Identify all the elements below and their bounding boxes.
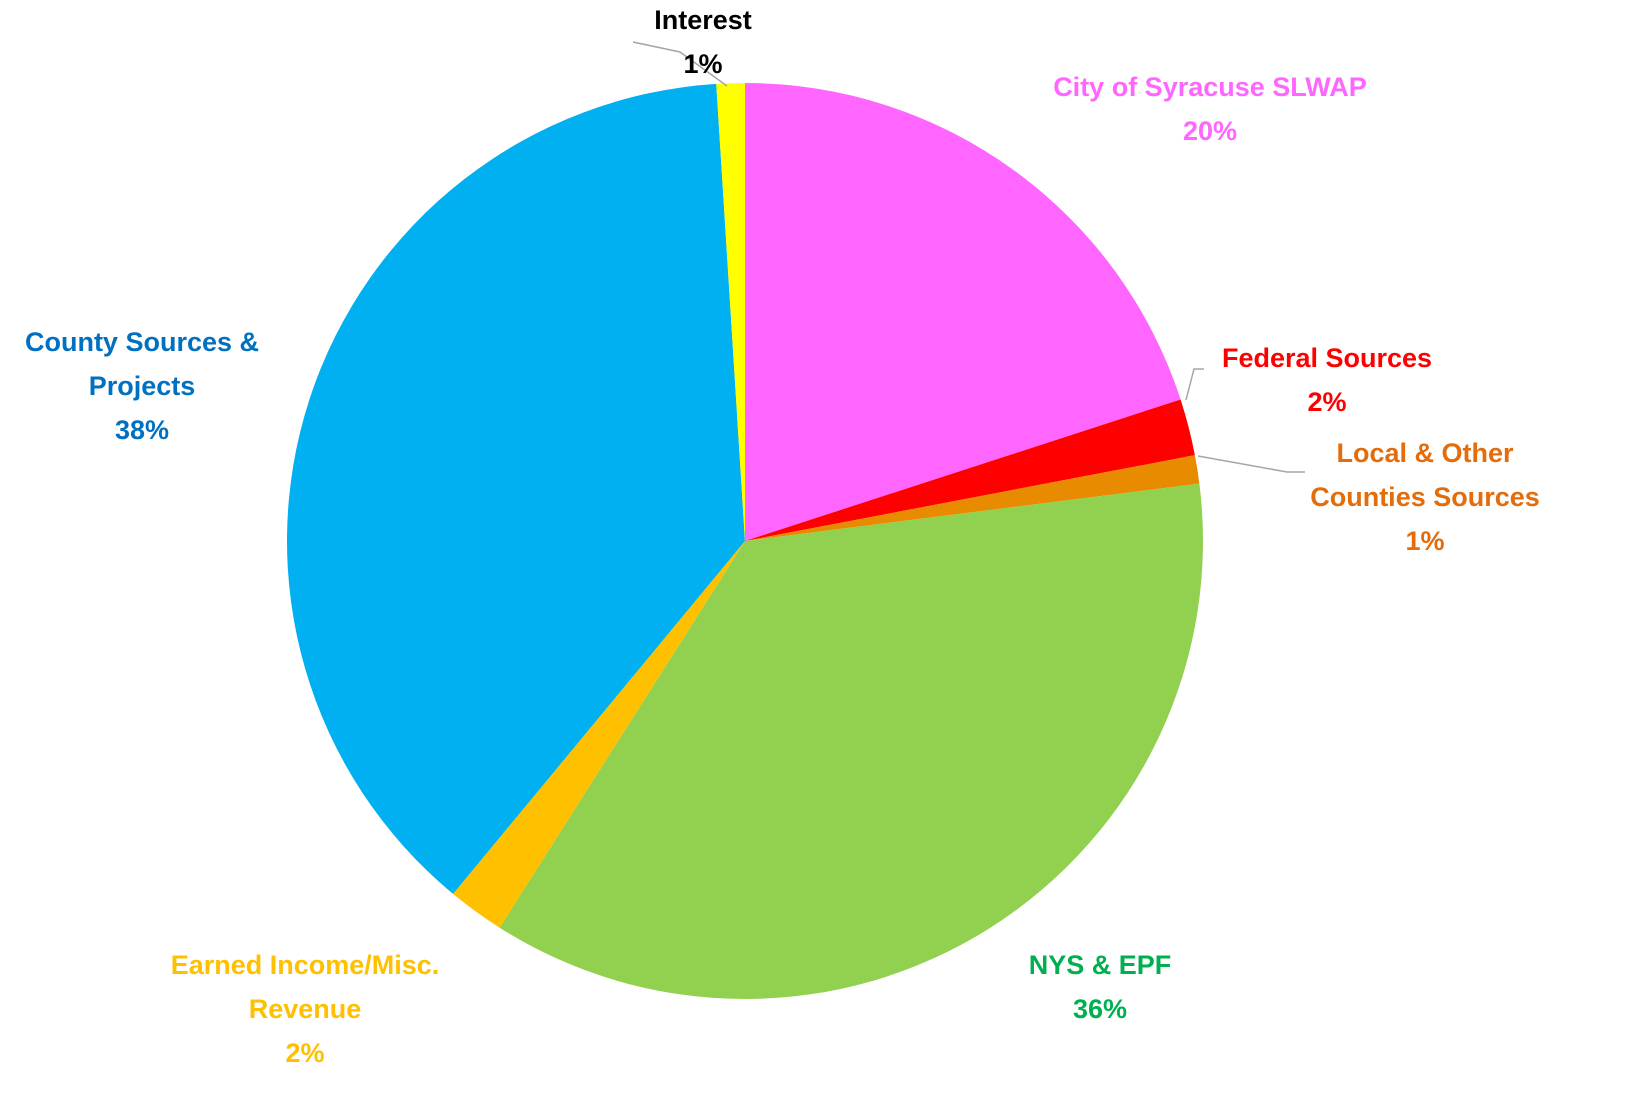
category-name: Local & Other Counties Sources [1310, 438, 1540, 512]
leader-line [632, 41, 728, 87]
category-name: NYS & EPF [1028, 950, 1172, 980]
slice-label: Interest 1% [603, 0, 803, 86]
pie-slice [499, 483, 1204, 999]
slice-label: Local & Other Counties Sources 1% [1285, 431, 1565, 563]
value-label: 2% [1307, 387, 1347, 417]
pie-slice [745, 83, 1181, 541]
pie-slice [716, 83, 745, 541]
category-name: Federal Sources [1221, 343, 1433, 373]
category-name: County Sources & Projects [24, 327, 260, 401]
pie-slice [453, 541, 745, 928]
pie-slice [745, 399, 1195, 541]
category-name: Interest [654, 5, 752, 35]
category-name: City of Syracuse SLWAP [1053, 72, 1367, 102]
slice-label: Federal Sources 2% [1177, 336, 1477, 424]
slice-label: Earned Income/Misc. Revenue 2% [130, 943, 480, 1075]
slices [287, 83, 1204, 999]
slice-label: County Sources & Projects 38% [0, 320, 287, 452]
value-label: 36% [1072, 994, 1128, 1024]
pie-slice [287, 83, 745, 894]
slice-label: City of Syracuse SLWAP 20% [1000, 65, 1420, 153]
pie-slice [745, 455, 1200, 541]
slice-label: NYS & EPF 36% [1000, 943, 1200, 1031]
value-label: 2% [285, 1038, 325, 1068]
leader-line [1197, 455, 1305, 473]
category-name: Earned Income/Misc. Revenue [170, 950, 440, 1024]
value-label: 1% [1405, 526, 1445, 556]
value-label: 1% [683, 49, 723, 79]
value-label: 20% [1182, 116, 1238, 146]
leader-line [1185, 368, 1204, 401]
value-label: 38% [114, 415, 170, 445]
